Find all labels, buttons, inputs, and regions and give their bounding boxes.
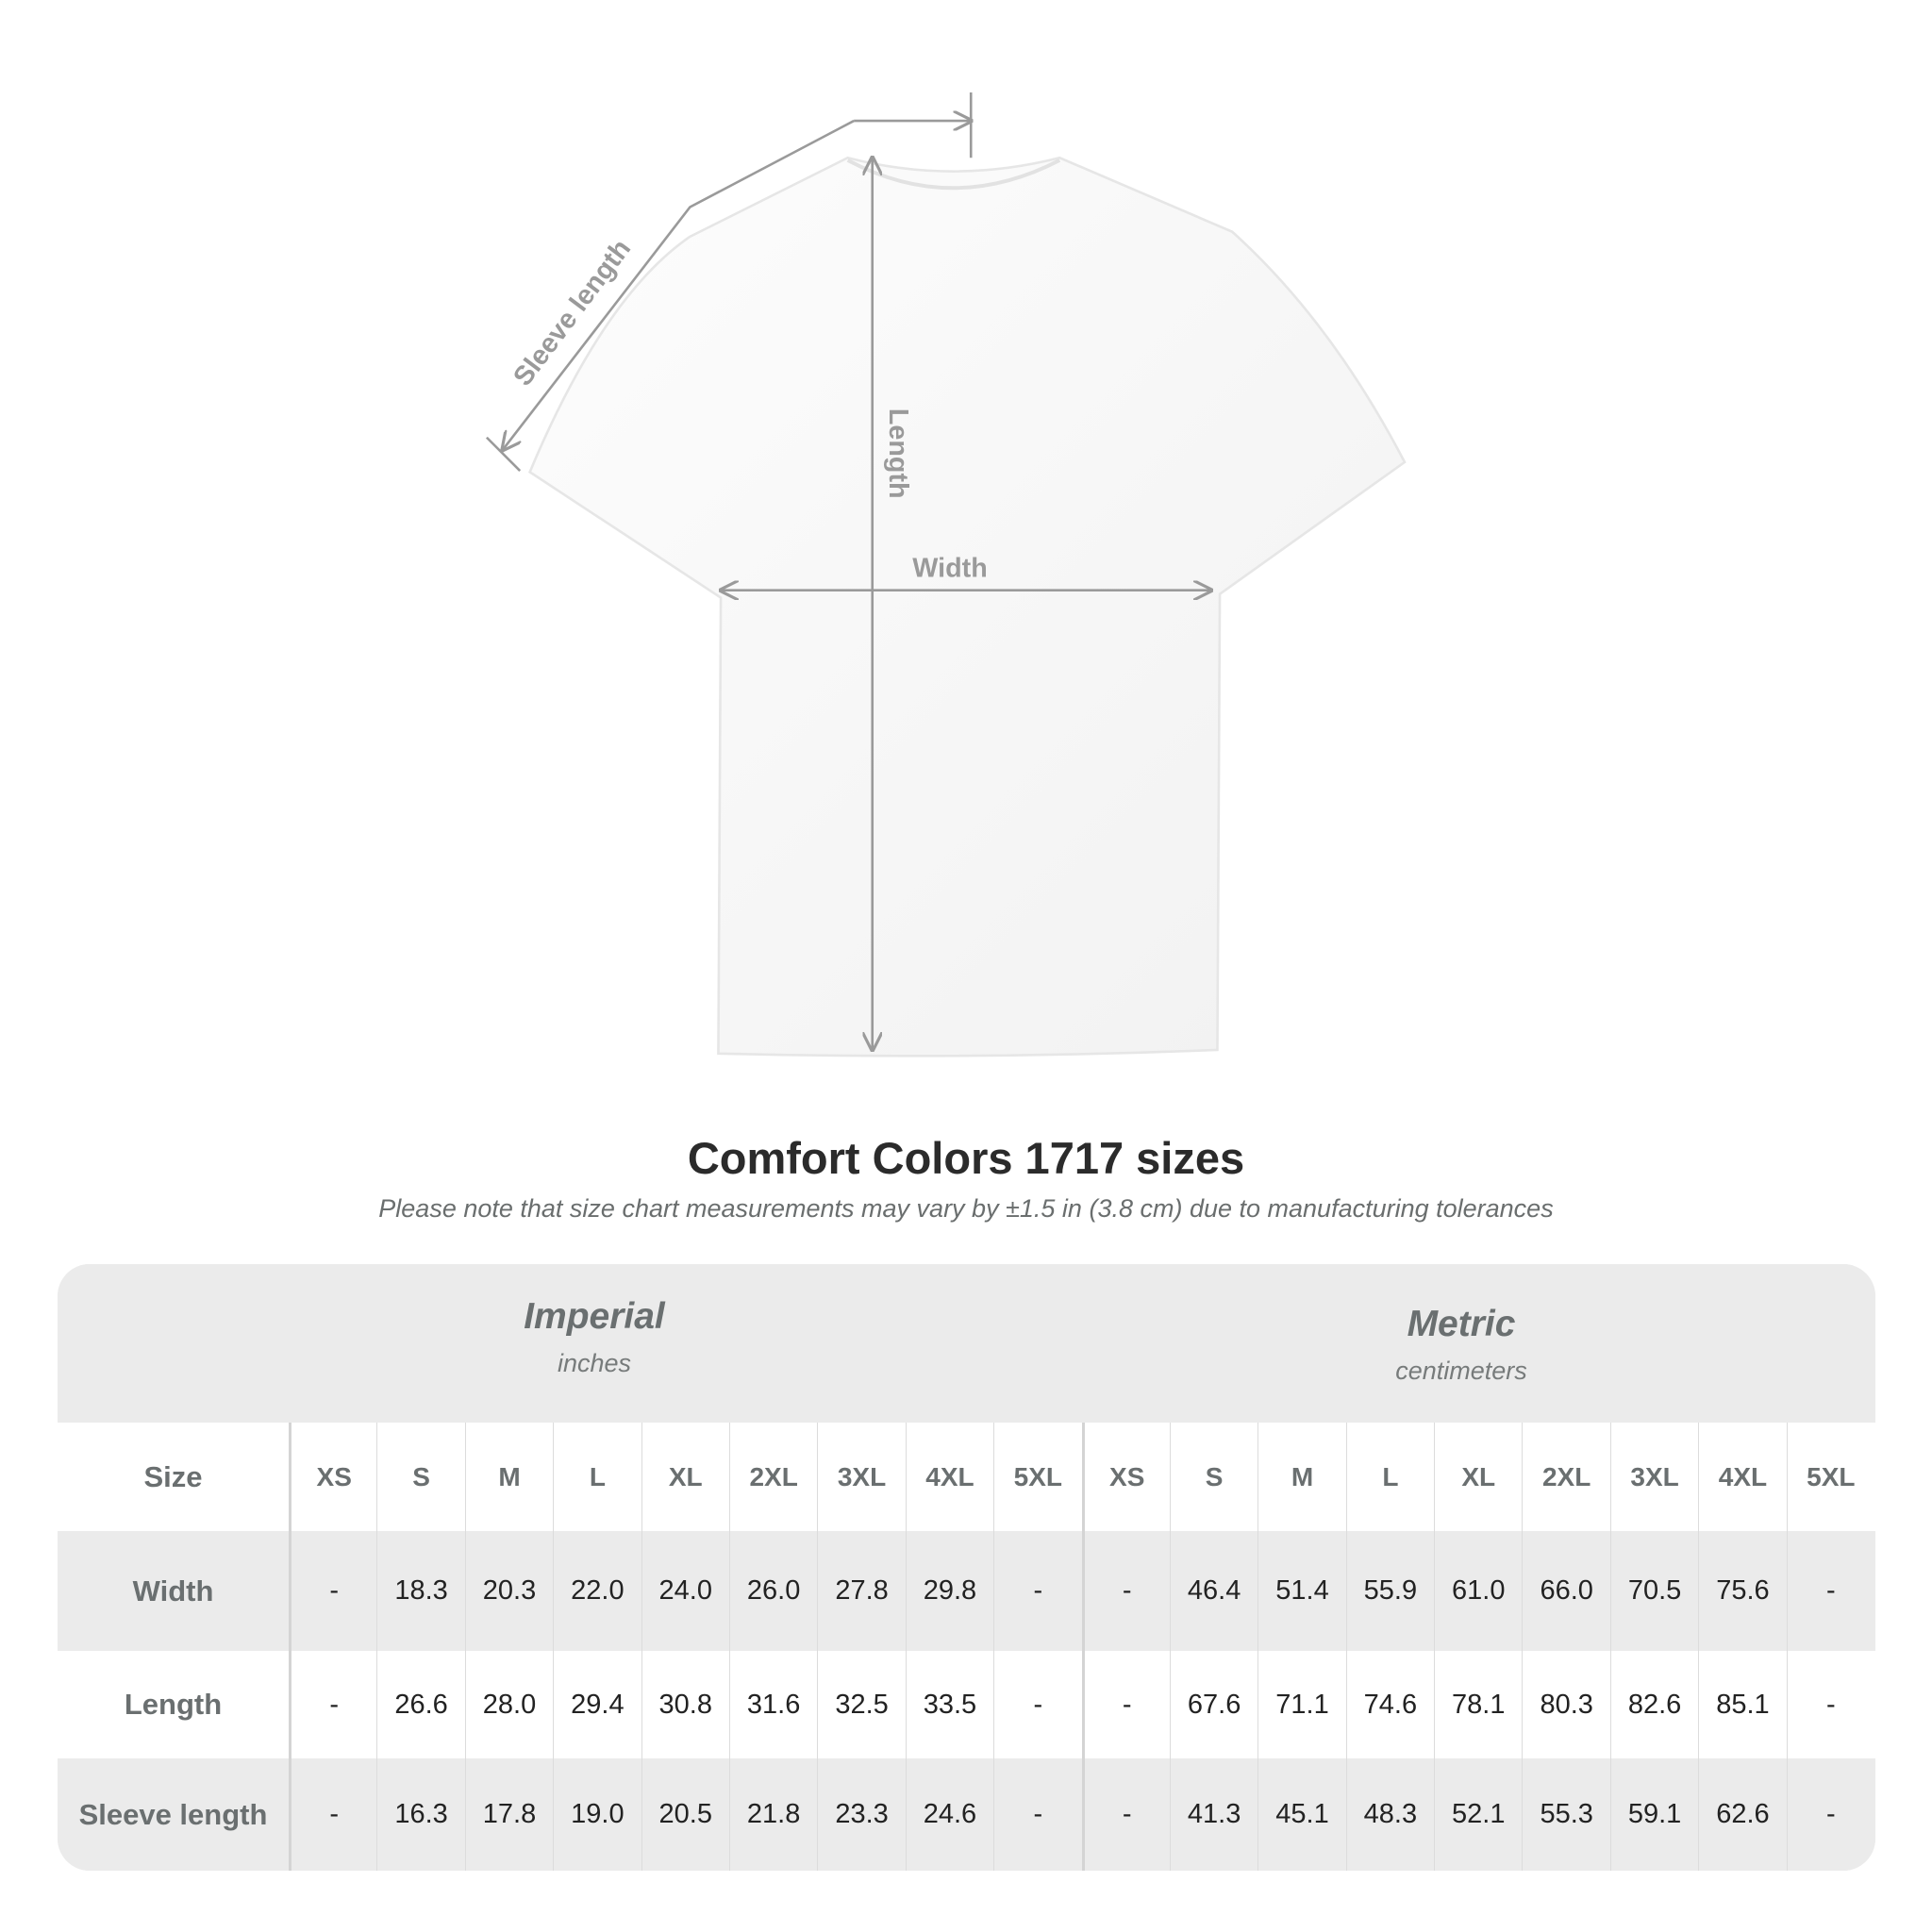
value-cell: 45.1	[1257, 1758, 1345, 1871]
value-cell: -	[993, 1758, 1081, 1871]
size-header-cell: XS	[1081, 1423, 1170, 1531]
size-table: Imperial inches Metric centimeters Size …	[58, 1264, 1875, 1871]
row-label: Sleeve length	[78, 1797, 268, 1831]
value-cell: -	[993, 1651, 1081, 1758]
value-cell: 24.0	[641, 1531, 729, 1651]
value-cell: 16.3	[376, 1758, 464, 1871]
size-header-cell: XS	[289, 1423, 376, 1531]
value-cell: 18.3	[376, 1531, 464, 1651]
imperial-header: Imperial inches	[311, 1296, 877, 1378]
row-label: Width	[132, 1574, 214, 1607]
value-cell: 26.0	[728, 1531, 817, 1651]
value-cell: -	[289, 1758, 376, 1871]
value-cell: -	[289, 1651, 376, 1758]
size-header-cell: 2XL	[728, 1423, 817, 1531]
value-cell: 75.6	[1698, 1531, 1786, 1651]
value-cell: 46.4	[1169, 1531, 1257, 1651]
value-cell: -	[993, 1531, 1081, 1651]
value-cell: 74.6	[1345, 1651, 1434, 1758]
imperial-unit: inches	[557, 1349, 632, 1377]
size-header-cell: 5XL	[993, 1423, 1081, 1531]
value-cell: 33.5	[905, 1651, 993, 1758]
value-cell: -	[1081, 1758, 1170, 1871]
metric-unit: centimeters	[1395, 1357, 1527, 1385]
size-header-cell: L	[553, 1423, 641, 1531]
size-header-cell: XL	[641, 1423, 729, 1531]
value-cell: 61.0	[1434, 1531, 1522, 1651]
value-cell: -	[289, 1531, 376, 1651]
value-cell: 26.6	[376, 1651, 464, 1758]
value-cell: 30.8	[641, 1651, 729, 1758]
size-header-cell: 3XL	[817, 1423, 905, 1531]
imperial-title: Imperial	[524, 1296, 665, 1337]
value-cell: 51.4	[1257, 1531, 1345, 1651]
value-cell: -	[1786, 1651, 1874, 1758]
value-cell: 52.1	[1434, 1758, 1522, 1871]
value-cell: 19.0	[553, 1758, 641, 1871]
value-cell: 28.0	[464, 1651, 553, 1758]
table-row: Sleeve length -16.3 17.8 19.0 20.5 21.8 23.3 24…	[58, 1758, 1875, 1871]
metric-title: Metric	[1407, 1304, 1516, 1344]
table-row: Length -26.6 28.0 29.4 30.8 31.6 32.5 33.5- -67.…	[58, 1651, 1875, 1758]
value-cell: 31.6	[728, 1651, 817, 1758]
value-cell: 67.6	[1169, 1651, 1257, 1758]
value-cell: 20.3	[464, 1531, 553, 1651]
size-label: Size	[143, 1459, 203, 1493]
tshirt-diagram: Sleeve length Length Width	[485, 92, 1407, 1058]
size-header-cell: M	[464, 1423, 553, 1531]
value-cell: 78.1	[1434, 1651, 1522, 1758]
value-cell: 41.3	[1169, 1758, 1257, 1871]
length-label: Length	[883, 408, 913, 499]
sleeve-length-arrow	[503, 119, 855, 450]
value-cell: 29.4	[553, 1651, 641, 1758]
value-cell: 55.9	[1345, 1531, 1434, 1651]
value-cell: 32.5	[817, 1651, 905, 1758]
value-cell: 24.6	[905, 1758, 993, 1871]
value-cell: 70.5	[1609, 1531, 1698, 1651]
width-label: Width	[912, 553, 987, 583]
value-cell: 71.1	[1257, 1651, 1345, 1758]
value-cell: -	[1081, 1531, 1170, 1651]
value-cell: -	[1786, 1758, 1874, 1871]
table-row: Width -18.3 20.3 22.0 24.0 26.0 27.8 29.8- -46.4…	[58, 1531, 1875, 1651]
size-header-cell: 4XL	[905, 1423, 993, 1531]
size-header-cell: S	[1169, 1423, 1257, 1531]
value-cell: 59.1	[1609, 1758, 1698, 1871]
value-cell: 62.6	[1698, 1758, 1786, 1871]
value-cell: 17.8	[464, 1758, 553, 1871]
sleeve-start-tick	[485, 436, 522, 472]
value-cell: 21.8	[728, 1758, 817, 1871]
size-header-cell: S	[376, 1423, 464, 1531]
size-header-cell: L	[1345, 1423, 1434, 1531]
metric-header: Metric centimeters	[1178, 1304, 1744, 1386]
size-header-cell: XL	[1434, 1423, 1522, 1531]
size-header-cell: 5XL	[1786, 1423, 1874, 1531]
value-cell: -	[1081, 1651, 1170, 1758]
value-cell: 66.0	[1522, 1531, 1609, 1651]
size-header-row: Size XS S M L XL 2XL 3XL 4XL 5XL XS S M L XL 2XL 3XL 4XL…	[58, 1423, 1875, 1531]
value-cell: 20.5	[641, 1758, 729, 1871]
value-cell: 55.3	[1522, 1758, 1609, 1871]
tolerance-note: Please note that size chart measurements…	[378, 1194, 1554, 1223]
value-cell: 29.8	[905, 1531, 993, 1651]
value-cell: 23.3	[817, 1758, 905, 1871]
value-cell: 22.0	[553, 1531, 641, 1651]
size-header-cell: M	[1257, 1423, 1345, 1531]
unit-header: Imperial inches Metric centimeters	[58, 1264, 1875, 1423]
size-header-cell: 4XL	[1698, 1423, 1786, 1531]
tshirt-shape	[528, 156, 1407, 1058]
size-header-cell: 3XL	[1609, 1423, 1698, 1531]
value-cell: 85.1	[1698, 1651, 1786, 1758]
value-cell: -	[1786, 1531, 1874, 1651]
value-cell: 27.8	[817, 1531, 905, 1651]
value-cell: 48.3	[1345, 1758, 1434, 1871]
row-label: Length	[124, 1688, 223, 1721]
value-cell: 80.3	[1522, 1651, 1609, 1758]
size-header-cell: 2XL	[1522, 1423, 1609, 1531]
page-title: Comfort Colors 1717 sizes	[687, 1133, 1245, 1183]
value-cell: 82.6	[1609, 1651, 1698, 1758]
